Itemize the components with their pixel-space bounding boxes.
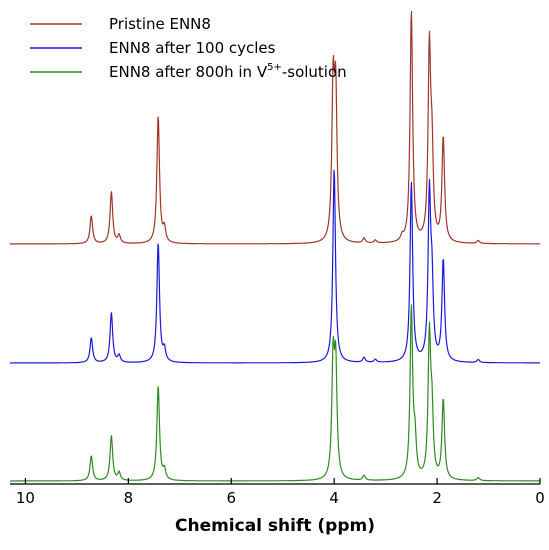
- legend-label-pristine: Pristine ENN8: [109, 15, 211, 33]
- x-tick-label-6: 6: [226, 489, 236, 507]
- spectrum-line-1: [9, 11, 541, 245]
- series-layer: [9, 11, 541, 482]
- legend-label-100-cycles: ENN8 after 100 cycles: [109, 39, 276, 57]
- x-axis-title: Chemical shift (ppm): [175, 516, 375, 536]
- x-tick-label-4: 4: [329, 489, 339, 507]
- legend-label-800h-sup: 5+: [267, 62, 282, 73]
- legend-label-800h: ENN8 after 800h in V5+-solution: [109, 62, 347, 81]
- x-tick-label-2: 2: [432, 489, 442, 507]
- legend: Pristine ENN8 ENN8 after 100 cycles ENN8…: [30, 15, 347, 81]
- x-tick-label-10: 10: [16, 489, 35, 507]
- x-tick-label-0: 0: [535, 489, 545, 507]
- x-ticks: 10 8 6 4 2 0: [16, 478, 545, 507]
- legend-label-800h-main: ENN8 after 800h in V: [109, 63, 268, 81]
- spectrum-line-2: [9, 169, 541, 364]
- legend-label-800h-tail: -solution: [282, 63, 347, 81]
- spectrum-line-3: [9, 304, 541, 482]
- x-tick-label-8: 8: [124, 489, 134, 507]
